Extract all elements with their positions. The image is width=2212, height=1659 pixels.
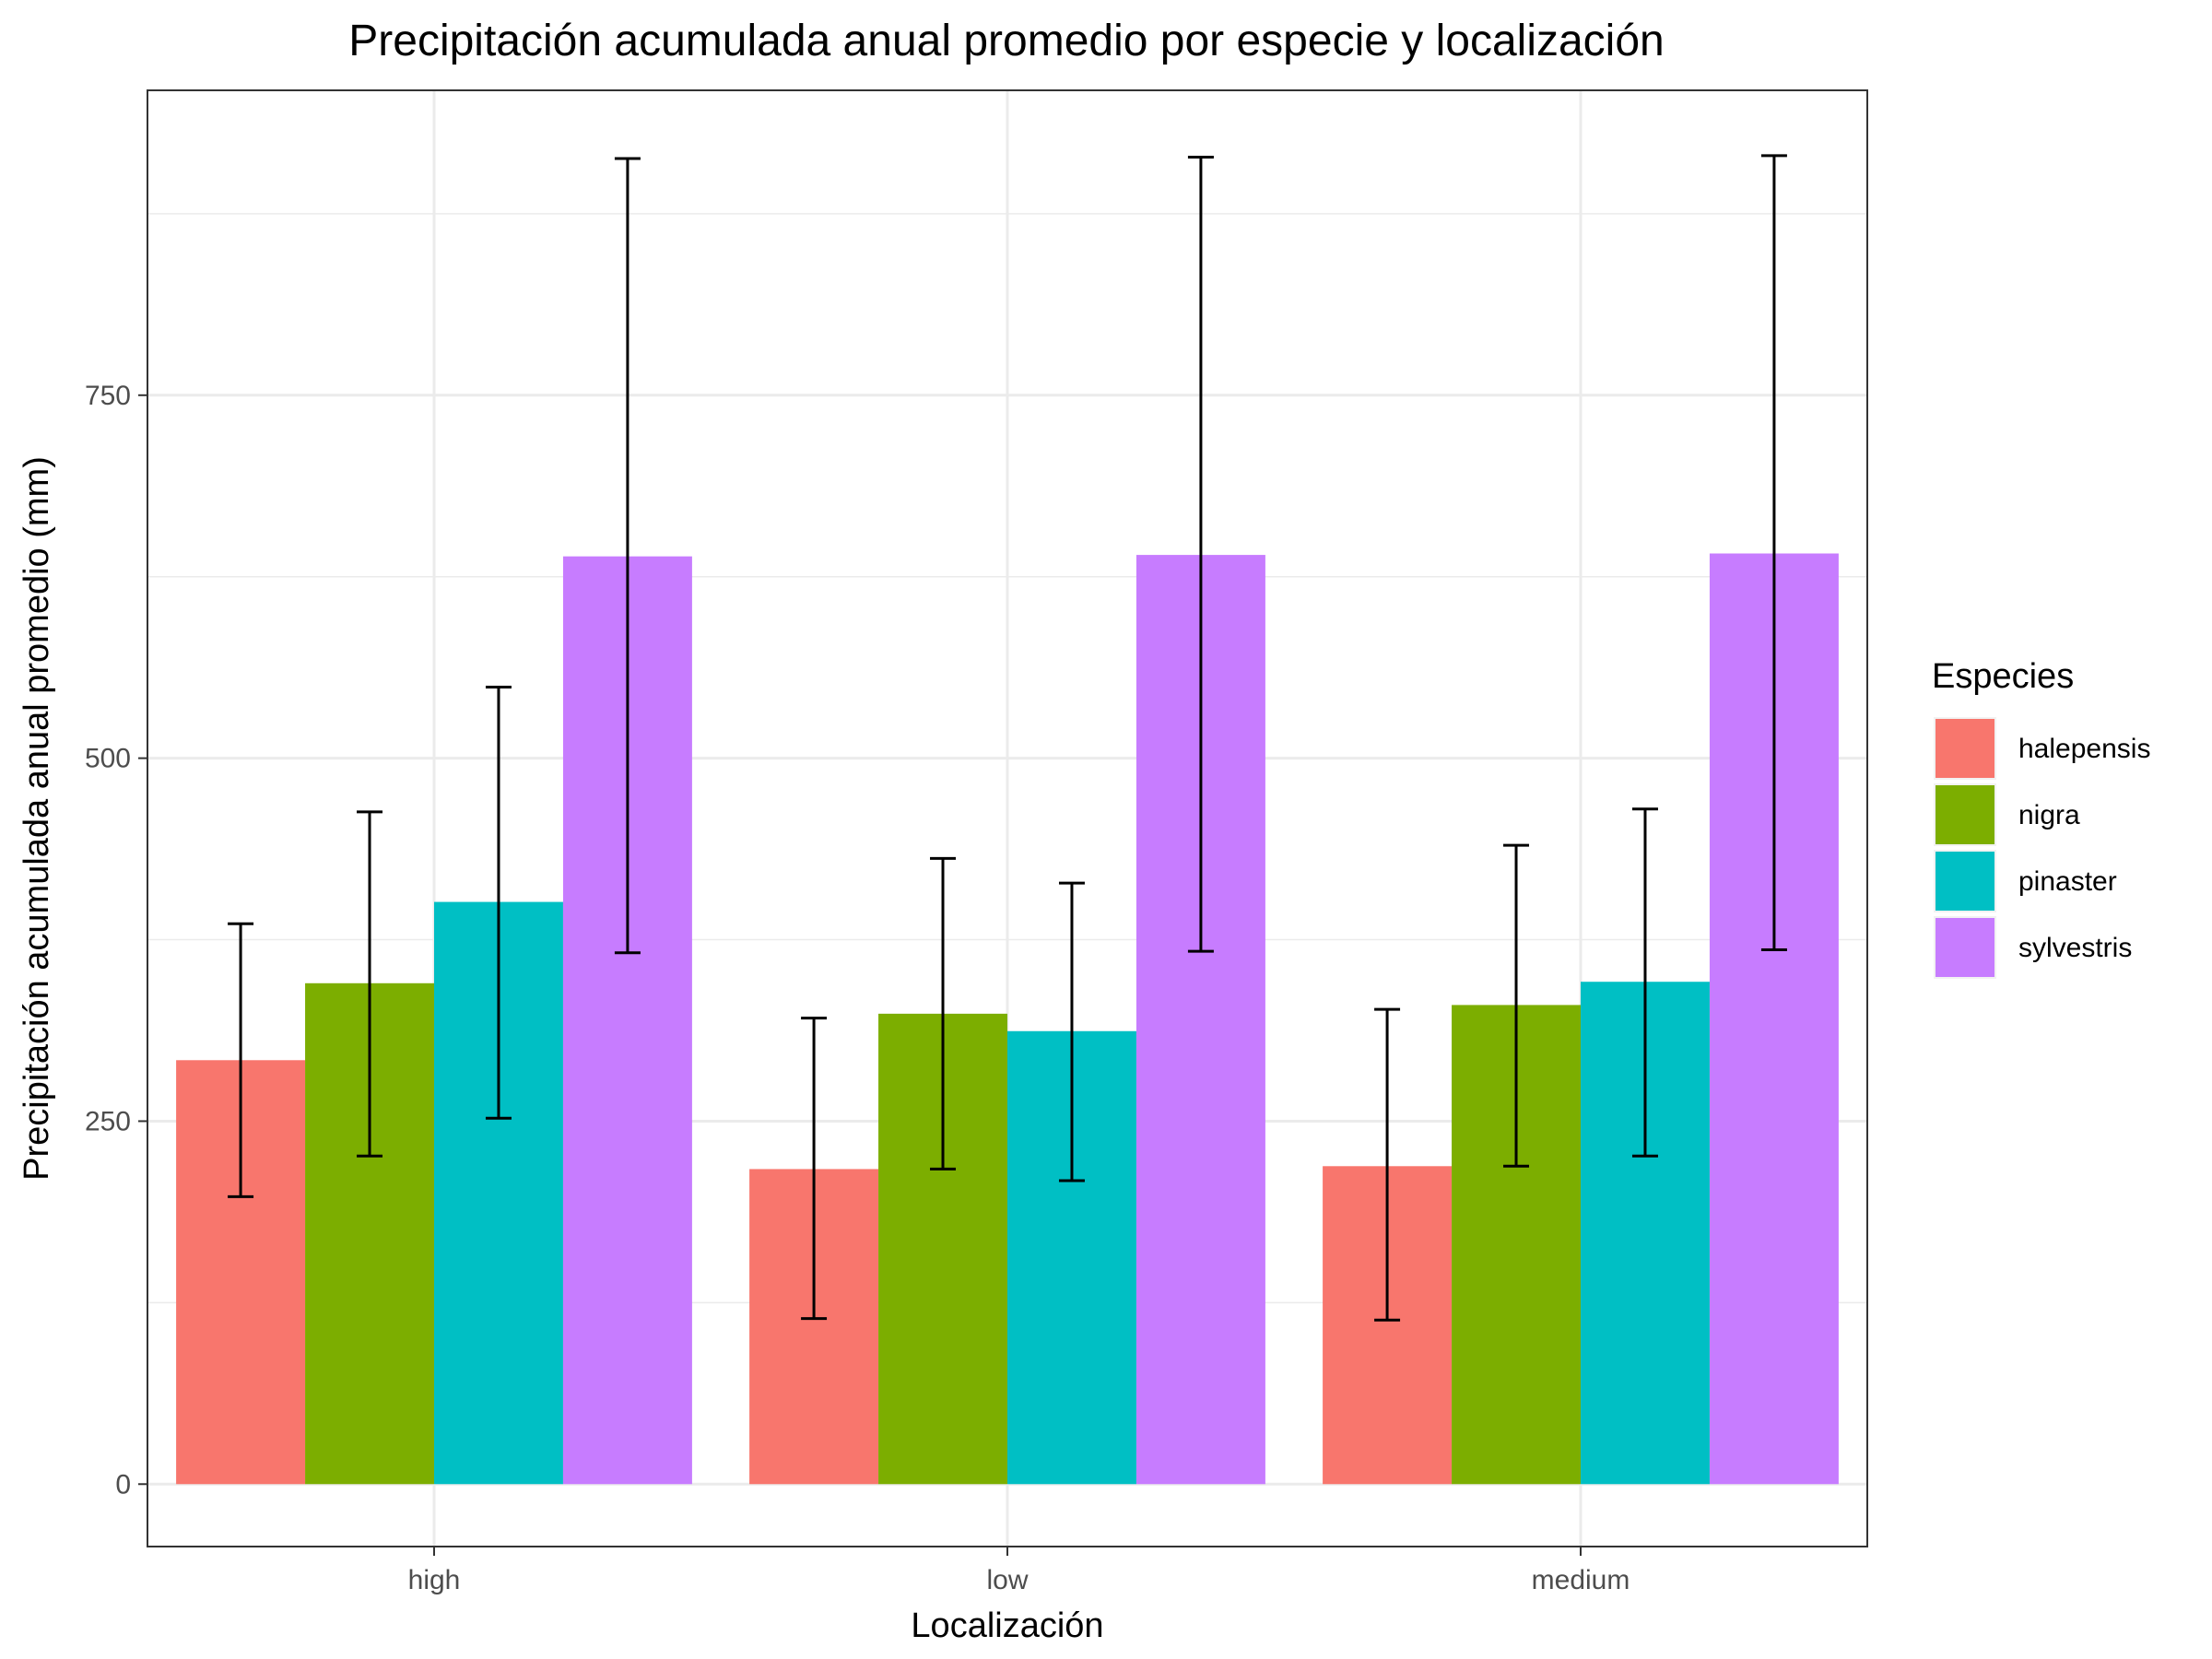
legend-key-swatch xyxy=(1936,719,1994,778)
error-bar-sylvestris-high xyxy=(614,157,641,955)
legend-label: pinaster xyxy=(2018,866,2117,897)
legend-label: sylvestris xyxy=(2018,933,2132,963)
y-tick-label: 500 xyxy=(85,744,131,774)
legend-label: nigra xyxy=(2018,800,2080,830)
legend-item-pinaster: pinaster xyxy=(1934,850,2117,912)
y-axis-title: Precipitación acumulada anual promedio (… xyxy=(18,456,56,1181)
error-bar-halepensis-high xyxy=(228,922,254,1198)
y-tick-label: 0 xyxy=(115,1469,131,1500)
error-bar-nigra-low xyxy=(930,856,957,1171)
error-bar-nigra-medium xyxy=(1503,843,1530,1168)
error-bar-pinaster-low xyxy=(1058,881,1085,1182)
legend: Especies halepensis nigra pinaster sylvestr… xyxy=(1932,657,2150,979)
x-axis: high low medium xyxy=(408,1547,1630,1595)
chart-title: Precipitación acumulada anual promedio p… xyxy=(348,17,1664,65)
error-bar-halepensis-medium xyxy=(1374,1007,1401,1322)
error-bar-pinaster-medium xyxy=(1631,807,1658,1158)
legend-key-swatch xyxy=(1936,852,1994,911)
y-axis: 0 250 500 750 xyxy=(85,381,147,1500)
x-axis-title: Localización xyxy=(911,1606,1103,1645)
legend-key-swatch xyxy=(1936,785,1994,844)
legend-item-sylvestris: sylvestris xyxy=(1934,916,2132,979)
x-tick-label: medium xyxy=(1532,1565,1630,1595)
legend-label: halepensis xyxy=(2018,734,2150,764)
legend-item-nigra: nigra xyxy=(1934,783,2080,846)
x-tick-label: low xyxy=(986,1565,1028,1595)
error-bar-sylvestris-low xyxy=(1187,155,1214,953)
y-tick-label: 750 xyxy=(85,381,131,411)
error-bar-nigra-high xyxy=(357,810,383,1158)
error-bar-halepensis-low xyxy=(801,1017,828,1321)
error-bar-pinaster-high xyxy=(485,685,512,1120)
error-bars xyxy=(228,154,1787,1322)
error-bar-sylvestris-medium xyxy=(1760,154,1787,952)
bars xyxy=(176,553,1839,1485)
legend-key-swatch xyxy=(1936,918,1994,977)
legend-item-halepensis: halepensis xyxy=(1934,717,2150,780)
legend-title: Especies xyxy=(1932,657,2074,696)
x-tick-label: high xyxy=(408,1565,461,1595)
y-tick-label: 250 xyxy=(85,1106,131,1136)
